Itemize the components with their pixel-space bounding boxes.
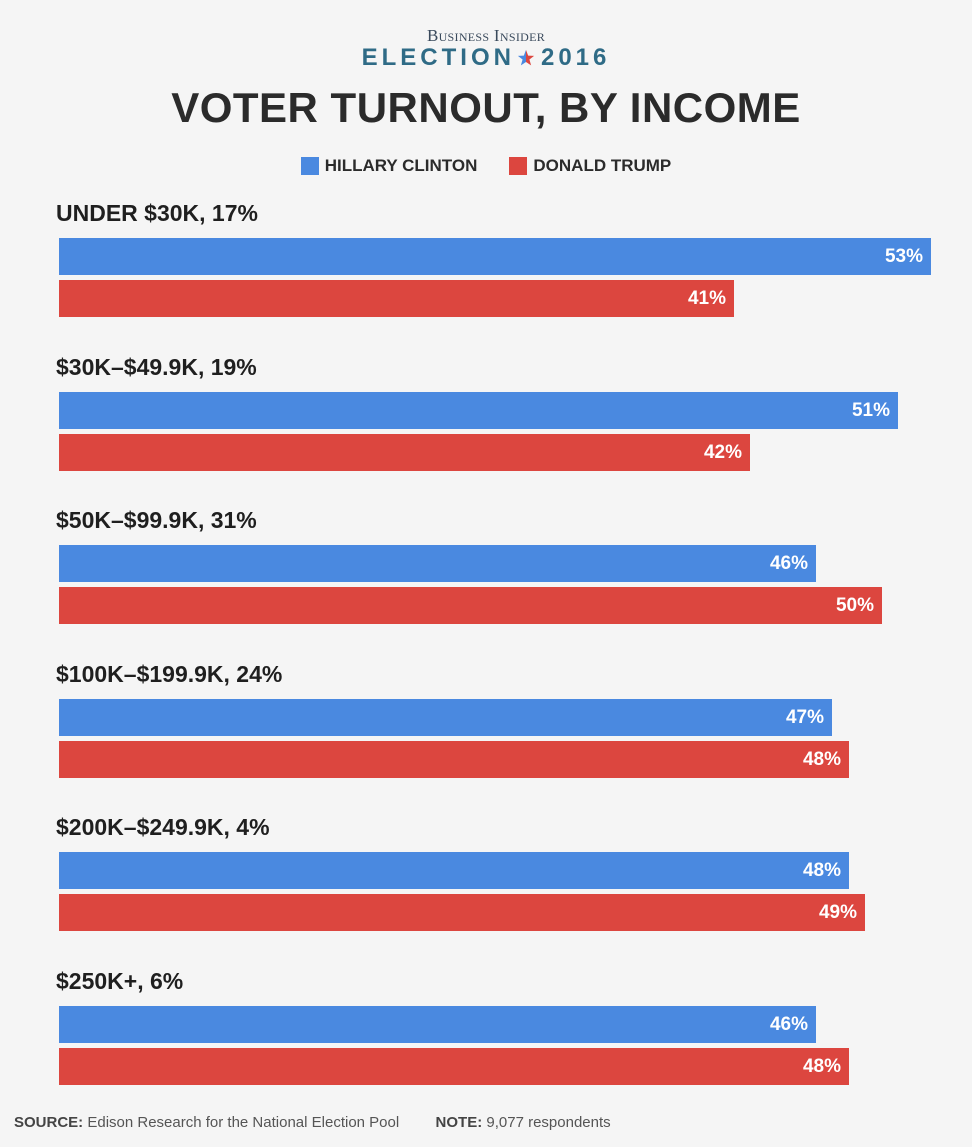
bar-trump: 41% bbox=[59, 280, 734, 317]
bar-value-label: 51% bbox=[851, 399, 890, 421]
legend-label-trump: DONALD TRUMP bbox=[533, 156, 672, 175]
bar-trump: 48% bbox=[59, 1047, 849, 1085]
bar-value-label: 50% bbox=[835, 595, 874, 616]
source-label: SOURCE: bbox=[14, 1114, 84, 1131]
election-year: 2016 bbox=[540, 44, 611, 71]
publisher-name: Business Insider bbox=[426, 26, 546, 45]
bar-trump: 49% bbox=[59, 894, 865, 931]
legend-label-clinton: HILLARY CLINTON bbox=[324, 156, 478, 175]
bar-value-label: 46% bbox=[769, 553, 808, 574]
group-label: $100K–$199.9K, 24% bbox=[56, 660, 283, 687]
bar-clinton: 51% bbox=[59, 391, 898, 429]
bar-value-label: 47% bbox=[785, 706, 824, 728]
group-label: $250K+, 6% bbox=[56, 967, 184, 994]
note-label: NOTE: bbox=[435, 1114, 483, 1131]
chart-title: VOTER TURNOUT, BY INCOME bbox=[171, 84, 801, 131]
bar-value-label: 41% bbox=[687, 288, 726, 309]
legend-item-clinton: HILLARY CLINTON bbox=[300, 156, 478, 176]
bar-clinton: 46% bbox=[59, 1005, 816, 1043]
legend-swatch-clinton bbox=[300, 157, 319, 175]
bar-value-label: 42% bbox=[703, 441, 742, 463]
bar-trump: 42% bbox=[59, 433, 750, 471]
bar-value-label: 48% bbox=[802, 1055, 841, 1077]
bar-value-label: 49% bbox=[818, 902, 857, 923]
legend-swatch-trump bbox=[509, 157, 528, 175]
note-text: 9,077 respondents bbox=[486, 1114, 611, 1131]
group-label: UNDER $30K, 17% bbox=[56, 200, 258, 226]
star-icon bbox=[517, 49, 535, 67]
bar-value-label: 48% bbox=[802, 748, 841, 770]
legend-item-trump: DONALD TRUMP bbox=[509, 156, 671, 176]
group-label: $50K–$99.9K, 31% bbox=[56, 507, 257, 533]
chart-legend: HILLARY CLINTON DONALD TRUMP bbox=[0, 156, 972, 176]
bar-trump: 48% bbox=[59, 740, 849, 778]
bar-trump: 50% bbox=[59, 587, 882, 624]
bar-clinton: 48% bbox=[59, 852, 849, 889]
bar-value-label: 48% bbox=[802, 860, 841, 881]
group-label: $30K–$49.9K, 19% bbox=[56, 353, 257, 380]
election-word: ELECTION bbox=[361, 44, 515, 71]
bar-value-label: 53% bbox=[884, 246, 923, 267]
election-brand: ELECTION 2016 bbox=[0, 44, 972, 72]
bar-value-label: 46% bbox=[769, 1013, 808, 1035]
chart-footer: SOURCE: Edison Research for the National… bbox=[14, 1114, 611, 1131]
source-text: Edison Research for the National Electio… bbox=[87, 1114, 400, 1131]
group-label: $200K–$249.9K, 4% bbox=[56, 814, 270, 840]
bar-clinton: 53% bbox=[59, 238, 931, 275]
bar-clinton: 46% bbox=[59, 545, 816, 582]
bar-clinton: 47% bbox=[59, 698, 832, 736]
